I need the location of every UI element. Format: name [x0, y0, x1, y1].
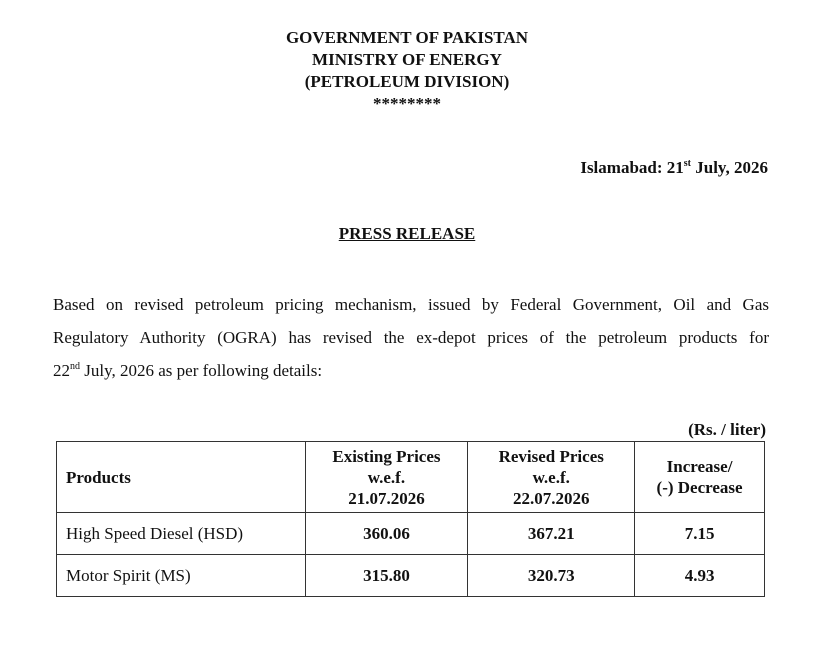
table-row: High Speed Diesel (HSD) 360.06 367.21 7.15: [56, 512, 765, 555]
text: July, 2026 as per following details:: [80, 361, 323, 380]
date-sup: st: [683, 158, 691, 169]
text: 22: [53, 361, 70, 380]
paragraph-line: Regulatory Authority (OGRA) has revised …: [53, 328, 769, 347]
header-line: GOVERNMENT OF PAKISTAN: [285, 28, 529, 47]
header-cell: Revised Prices w.e.f. 22.07.2026: [467, 441, 636, 513]
header-text: Products: [66, 467, 131, 487]
table-cell: High Speed Diesel (HSD): [56, 512, 306, 555]
header-text: Revised Prices: [498, 446, 604, 466]
title: PRESS RELEASE: [338, 224, 476, 243]
table-body: High Speed Diesel (HSD) 360.06 367.21 7.15 M…: [56, 512, 765, 597]
separator: ********: [373, 94, 441, 113]
table-cell: Motor Spirit (MS): [56, 554, 306, 597]
price-table: Products Existing Prices w.e.f. 21.07.2026 R…: [56, 441, 765, 597]
paragraph-line: Based on revised petroleum pricing mecha…: [53, 295, 769, 314]
header-row: Products Existing Prices w.e.f. 21.07.2026 R…: [56, 441, 765, 513]
header-line: MINISTRY OF ENERGY: [312, 50, 502, 69]
header: GOVERNMENT OF PAKISTAN MINISTRY OF ENERG…: [0, 27, 814, 115]
table-cell: 4.93: [634, 554, 765, 597]
header-text: 22.07.2026: [512, 488, 590, 508]
header-text: Increase/: [666, 457, 733, 476]
table-cell: 320.73: [467, 554, 636, 597]
header-line: (PETROLEUM DIVISION): [304, 72, 510, 91]
paragraph: Based on revised petroleum pricing mecha…: [53, 288, 769, 387]
date-text: Islamabad: 21: [580, 158, 684, 177]
table-cell: 7.15: [634, 512, 765, 555]
sup: nd: [70, 361, 80, 372]
header-cell: Existing Prices w.e.f. 21.07.2026: [304, 441, 469, 513]
table-row: Motor Spirit (MS) 315.80 320.73 4.93: [56, 554, 765, 597]
header-text: w.e.f.: [532, 467, 570, 487]
header-text: w.e.f.: [367, 467, 406, 487]
header-cell: Increase/ (-) Decrease: [634, 441, 765, 513]
header-text: 21.07.2026: [348, 488, 425, 508]
table-cell: 315.80: [304, 554, 469, 597]
header-text: Existing Prices: [332, 446, 441, 466]
dateline: Islamabad: 21st July, 2026: [580, 158, 768, 178]
table-cell: 360.06: [304, 512, 469, 555]
paragraph-line: 22nd July, 2026 as per following details…: [53, 354, 769, 387]
table-cell: 367.21: [467, 512, 636, 555]
header-cell: Products: [56, 441, 306, 513]
header-text: (-) Decrease: [656, 478, 743, 497]
unit-note: (Rs. / liter): [688, 420, 766, 439]
date-text: July, 2026: [691, 158, 768, 177]
